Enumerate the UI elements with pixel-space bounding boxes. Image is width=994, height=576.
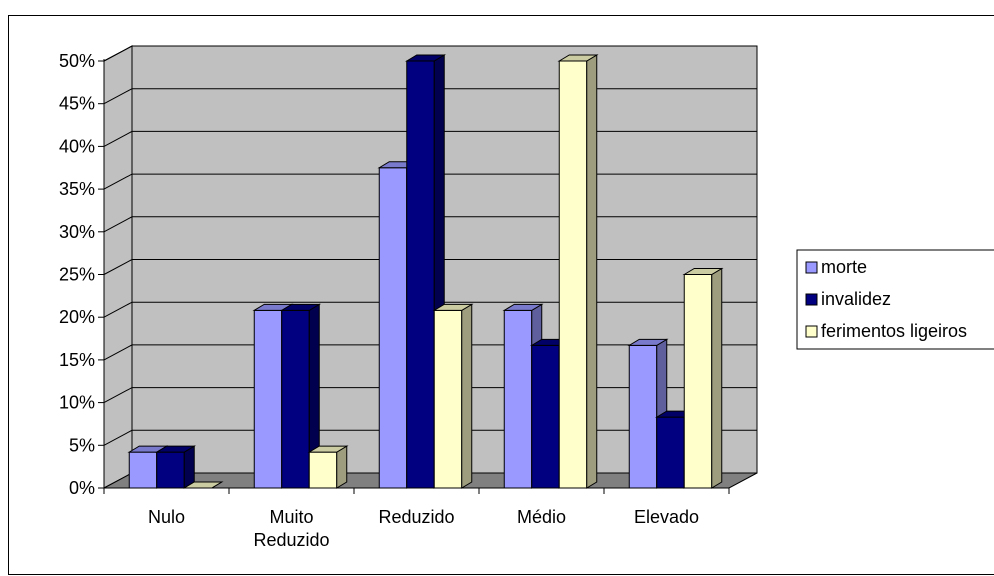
- y-tick-label: 45%: [59, 94, 95, 114]
- x-tick-label: Elevado: [634, 507, 699, 527]
- x-tick-label: Reduzido: [378, 507, 454, 527]
- bar-invalidez-2: [279, 303, 322, 489]
- legend-label: ferimentos ligeiros: [821, 321, 967, 341]
- gridline: [103, 301, 757, 318]
- gridline: [103, 259, 757, 275]
- bar-top: [502, 303, 544, 311]
- gridline: [103, 216, 757, 233]
- bar-morte-5: [627, 338, 669, 489]
- bar-front: [308, 451, 338, 489]
- bar-side: [336, 445, 348, 489]
- gridline: [103, 130, 757, 147]
- bar-ferimentos-ligeiros-5: [682, 267, 724, 489]
- gridline: [103, 173, 757, 190]
- y-tick-label: 5%: [69, 435, 95, 455]
- bar-top: [627, 338, 669, 346]
- y-tick-label: 30%: [59, 222, 95, 242]
- y-tick-label: 50%: [59, 51, 95, 71]
- bar-front: [128, 451, 158, 489]
- bar-top: [404, 54, 447, 62]
- bar-invalidez-1: [154, 445, 197, 489]
- bar-top: [307, 445, 349, 453]
- x-tick-label: Muito: [269, 507, 313, 527]
- bar-ferimentos-ligeiros-2: [307, 445, 349, 489]
- bar-top: [557, 54, 599, 62]
- bar-front: [378, 167, 408, 489]
- y-tick-label: 10%: [59, 393, 95, 413]
- bar-side: [183, 445, 195, 489]
- chart-area: [8, 15, 994, 575]
- bar-top: [154, 445, 197, 453]
- legend-swatch: [805, 325, 818, 338]
- bar-front: [156, 451, 185, 489]
- bar-front: [281, 309, 310, 489]
- axes: [98, 59, 730, 494]
- legend-box: [796, 249, 994, 350]
- y-tick-label: 35%: [59, 179, 95, 199]
- bars: [127, 54, 724, 489]
- legend-label: invalidez: [821, 289, 891, 309]
- y-tick-label: 15%: [59, 350, 95, 370]
- bar-top: [682, 268, 724, 275]
- x-tick-label: Nulo: [148, 507, 185, 527]
- bar-front: [656, 416, 685, 489]
- legend-swatch: [805, 293, 818, 306]
- bar-ferimentos-ligeiros-3: [432, 303, 474, 489]
- x-tick-label: Reduzido: [253, 530, 329, 550]
- bar-ferimentos-ligeiros-4: [557, 54, 599, 489]
- x-tick-label: Médio: [517, 507, 566, 527]
- y-tick-label: 20%: [59, 307, 95, 327]
- bar-top: [432, 303, 474, 311]
- bar-front: [628, 344, 658, 489]
- y-axis-tick-labels: 0% 5% 10% 15% 20% 25% 30% 35% 40% 45% 50%: [59, 51, 95, 498]
- bar-side: [711, 267, 723, 489]
- legend: morte invalidez ferimentos ligeiros: [796, 249, 994, 350]
- y-tick-label: 0%: [69, 478, 95, 498]
- x-axis-tick-labels: Nulo Muito Reduzido Reduzido Médio Elevado: [148, 507, 699, 550]
- bar-front: [406, 60, 435, 489]
- gridline: [103, 45, 757, 62]
- bar-front: [683, 274, 713, 489]
- gridline: [103, 88, 757, 105]
- y-tick-label: 40%: [59, 136, 95, 156]
- bar-front: [433, 309, 463, 489]
- bar-top: [279, 303, 322, 311]
- bar-front: [531, 344, 560, 489]
- bar-side: [461, 303, 473, 489]
- legend-swatch: [805, 261, 818, 274]
- bar-side: [586, 54, 598, 489]
- legend-label: morte: [821, 257, 867, 277]
- bar-front: [253, 309, 283, 489]
- bar-front: [558, 60, 588, 489]
- bar-invalidez-5: [654, 410, 697, 489]
- bar-front: [503, 309, 533, 489]
- y-tick-label: 25%: [59, 265, 95, 285]
